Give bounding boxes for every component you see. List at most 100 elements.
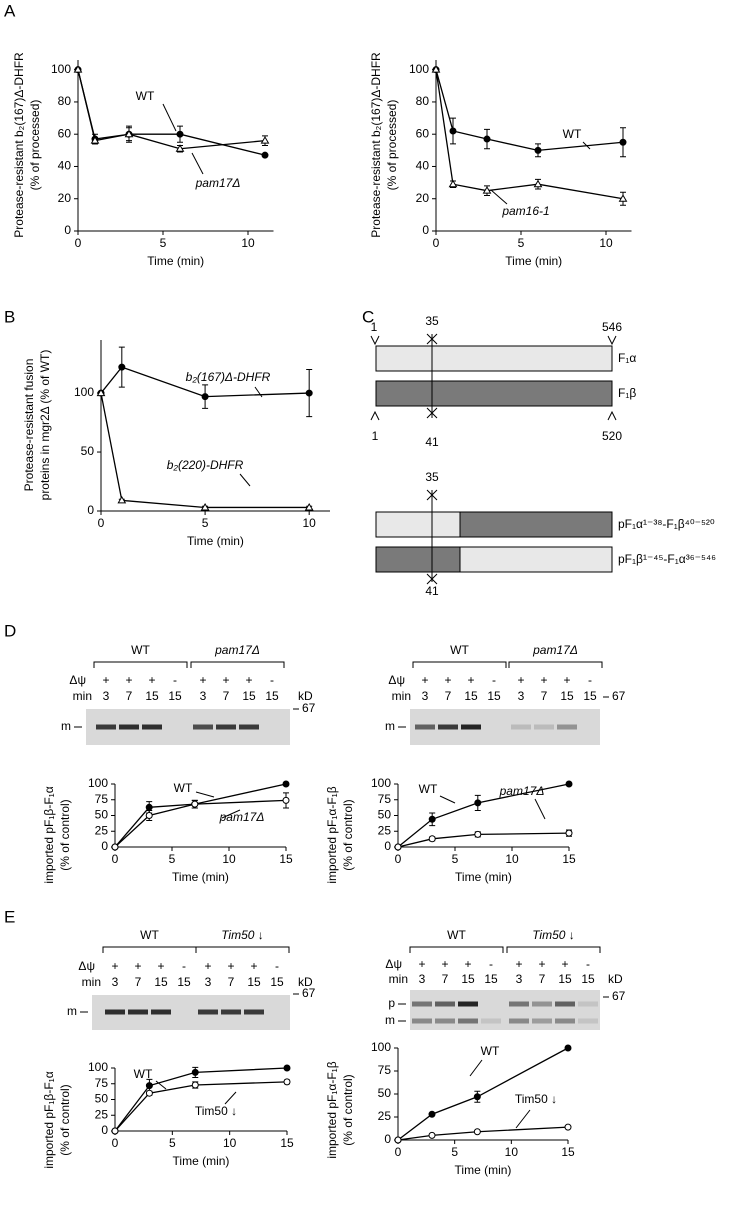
caret xyxy=(607,410,617,421)
y-tick-label: 50 xyxy=(378,808,392,822)
f1b-bar xyxy=(375,380,613,407)
group-bracket xyxy=(506,946,601,953)
panel-label: C xyxy=(362,307,374,326)
lane-minutes: 3 xyxy=(518,689,525,703)
dpsi-sign: - xyxy=(586,957,590,971)
residue-label: 35 xyxy=(425,470,439,484)
domain-diagram: 1 35 546 F₁α F₁β 1 41 520 35 pF₁α¹⁻³⁸-F₁… xyxy=(370,314,716,598)
y-tick-label: 0 xyxy=(64,223,71,237)
leader-line xyxy=(254,386,263,398)
data-point xyxy=(73,65,83,73)
x-tick-label: 10 xyxy=(505,852,519,866)
leader-line xyxy=(515,1109,531,1129)
data-point xyxy=(283,1078,291,1086)
leader-line xyxy=(469,1059,483,1077)
data-point xyxy=(482,186,492,194)
data-point xyxy=(145,1089,153,1097)
data-point xyxy=(448,179,458,188)
y-axis-label: imported pF₁β-F₁α xyxy=(42,786,56,883)
lane-minutes: 15 xyxy=(247,975,261,989)
lane-minutes: 3 xyxy=(200,689,207,703)
x-tick-label: 10 xyxy=(241,236,255,250)
dpsi-sign: + xyxy=(444,673,451,687)
dpsi-sign: + xyxy=(441,957,448,971)
lane-minutes: 15 xyxy=(177,975,191,989)
y-tick-label: 40 xyxy=(416,159,430,173)
dpsi-sign: - xyxy=(275,959,279,973)
panel-label: A xyxy=(4,1,16,20)
lane-minutes: 7 xyxy=(135,975,142,989)
series-label: Tim50 ↓ xyxy=(195,1104,237,1118)
protein-label: F₁β xyxy=(618,386,636,400)
series-line xyxy=(435,69,624,151)
dpsi-sign: + xyxy=(111,959,118,973)
data-point xyxy=(118,363,126,371)
gel xyxy=(410,990,600,1030)
leader-line xyxy=(224,1091,237,1105)
lane-minutes: 15 xyxy=(145,689,159,703)
group-label: WT xyxy=(140,928,159,942)
lane-minutes: 15 xyxy=(464,689,478,703)
y-tick-label: 0 xyxy=(87,503,94,517)
x-axis-label: Time (min) xyxy=(147,254,204,268)
fusion-segment xyxy=(459,546,613,573)
gel-band xyxy=(198,1009,218,1015)
series-label: pam16-1 xyxy=(501,204,549,218)
residue-label: 1 xyxy=(371,320,378,334)
gel-band xyxy=(532,1018,552,1024)
x-tick-label: 0 xyxy=(112,1136,119,1150)
x-tick-label: 10 xyxy=(505,1145,519,1159)
y-tick-label: 75 xyxy=(95,792,109,806)
data-point xyxy=(261,151,269,159)
row-label: Δψ xyxy=(388,673,405,687)
data-point xyxy=(90,136,100,144)
data-point xyxy=(428,815,436,823)
y-tick-label: 100 xyxy=(409,62,429,76)
lane-minutes: 7 xyxy=(445,689,452,703)
y-tick-label: 100 xyxy=(371,1040,391,1054)
lane-minutes: 15 xyxy=(581,972,595,986)
marker-label: 67 xyxy=(302,701,316,715)
data-point xyxy=(618,194,628,202)
x-tick-label: 0 xyxy=(112,852,119,866)
gel-band xyxy=(509,1018,529,1024)
gel-band xyxy=(555,1001,575,1007)
group-bracket xyxy=(409,946,504,953)
series-label: b₂(167)Δ-DHFR xyxy=(186,370,271,384)
lane-minutes: 15 xyxy=(487,689,501,703)
leader-line xyxy=(582,141,591,150)
lane-minutes: 3 xyxy=(516,972,523,986)
series-label: WT xyxy=(134,1067,153,1081)
y-tick-label: 100 xyxy=(88,1060,108,1074)
data-point xyxy=(282,780,290,788)
marker-label: 67 xyxy=(612,989,626,1003)
data-point xyxy=(117,495,127,504)
y-axis-label: (% of processed) xyxy=(28,100,42,191)
x-tick-label: 10 xyxy=(223,1136,237,1150)
caret xyxy=(370,410,380,421)
lane-minutes: 15 xyxy=(484,972,498,986)
gel-band xyxy=(96,724,116,730)
y-tick-label: 100 xyxy=(88,776,108,790)
data-point xyxy=(282,796,290,804)
gel-band xyxy=(481,1018,501,1024)
kd-label: kD xyxy=(298,689,313,703)
series-line xyxy=(77,69,266,156)
lane-minutes: 15 xyxy=(270,975,284,989)
data-point xyxy=(200,502,210,511)
data-point xyxy=(201,393,209,401)
y-axis-label: (% of control) xyxy=(58,799,72,870)
x-tick-label: 0 xyxy=(395,1145,402,1159)
caret xyxy=(607,335,617,346)
data-point xyxy=(145,812,153,819)
y-tick-label: 25 xyxy=(378,823,392,837)
dpsi-sign: + xyxy=(125,673,132,687)
dpsi-sign: - xyxy=(489,957,493,971)
marker-label: 67 xyxy=(612,689,626,703)
series-label: WT xyxy=(563,127,582,141)
data-point xyxy=(304,502,314,511)
fusion-segment xyxy=(375,546,461,573)
data-point xyxy=(428,1110,436,1118)
x-tick-label: 15 xyxy=(280,1136,294,1150)
